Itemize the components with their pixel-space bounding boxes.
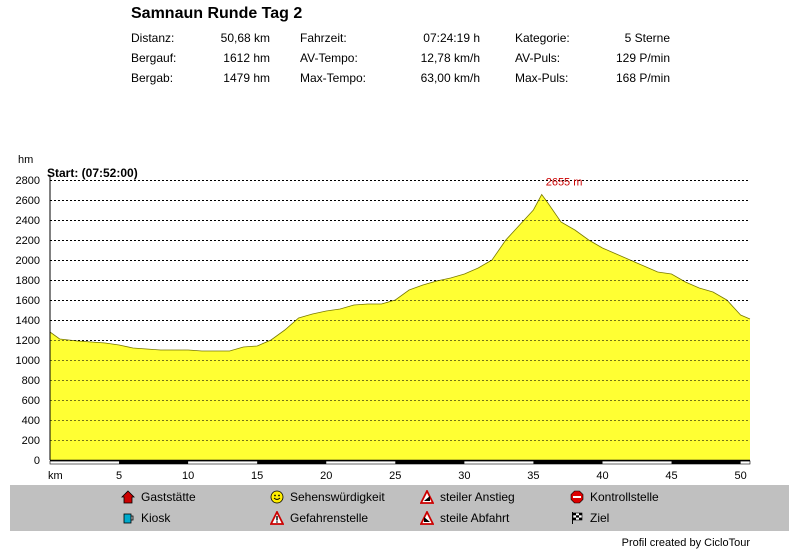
house-icon [121, 490, 135, 504]
credit-text: Profil created by CicloTour [621, 537, 750, 549]
legend-label: steile Abfahrt [440, 511, 510, 525]
elevation-line [49, 193, 751, 352]
y-tick-label: 2400 [16, 215, 40, 227]
legend-item-gefahrenstelle: Gefahrenstelle [270, 510, 368, 526]
legend-label: Sehenswürdigkeit [290, 490, 385, 504]
x-tick-label: 50 [734, 470, 746, 482]
stat-value-max-puls: 168 P/min [615, 71, 670, 85]
axes [49, 175, 751, 465]
x-tick-label: 10 [182, 470, 194, 482]
y-tick-label: 2800 [16, 175, 40, 187]
x-axis-stripe [119, 461, 189, 464]
stat-label-kategorie: Kategorie: [515, 31, 570, 45]
stat-value-max-tempo: 63,00 km/h [420, 71, 480, 85]
legend-label: Ziel [590, 511, 610, 525]
max-elevation-label: 2655 m [546, 177, 583, 189]
x-tick-label: 25 [389, 470, 401, 482]
y-tick-label: 600 [22, 395, 40, 407]
x-axis-stripe [395, 461, 465, 464]
stat-label-distanz: Distanz: [131, 31, 175, 45]
legend-item-steile-abfahrt: steile Abfahrt [420, 510, 509, 526]
cup-icon [123, 513, 134, 524]
stat-label-max-tempo: Max-Tempo: [300, 71, 367, 85]
x-axis-stripe [257, 461, 327, 464]
y-tick-label: 1000 [16, 355, 40, 367]
legend-item-kontrollstelle: Kontrollstelle [570, 489, 659, 505]
stat-value-fahrzeit: 07:24:19 h [423, 31, 480, 45]
y-tick-label: 1200 [16, 335, 40, 347]
y-tick-label: 1600 [16, 295, 40, 307]
stat-value-av-tempo: 12,78 km/h [420, 51, 480, 65]
stat-value-av-puls: 129 P/min [615, 51, 670, 65]
start-label: Start: (07:52:00) [47, 166, 138, 180]
stat-label-max-puls: Max-Puls: [515, 71, 569, 85]
x-axis-stripe [533, 461, 603, 464]
stat-label-fahrzeit: Fahrzeit: [300, 31, 347, 45]
stat-value-bergab: 1479 hm [223, 71, 270, 85]
legend-label: Kontrollstelle [590, 490, 659, 504]
x-tick-label: 30 [458, 470, 470, 482]
smiley-icon [270, 490, 284, 504]
x-tick-label: 15 [251, 470, 263, 482]
stat-value-bergauf: 1612 hm [223, 51, 270, 65]
stop-icon [570, 490, 584, 504]
legend-item-kiosk: Kiosk [121, 510, 170, 526]
legend-item-ziel: Ziel [570, 510, 609, 526]
y-tick-label: 200 [22, 435, 40, 447]
x-tick-label: 35 [527, 470, 539, 482]
legend: Gaststätte Kiosk Sehenswürdigkeit Gefahr… [10, 485, 789, 531]
y-tick-label: 800 [22, 375, 40, 387]
legend-item-sehenswuerdigkeit: Sehenswürdigkeit [270, 489, 385, 505]
legend-label: steiler Anstieg [440, 490, 515, 504]
x-axis-band [49, 460, 751, 465]
stat-label-av-puls: AV-Puls: [515, 51, 561, 65]
y-tick-label: 1800 [16, 275, 40, 287]
legend-label: Gaststätte [141, 490, 196, 504]
steep-descent-icon [420, 511, 434, 525]
checkered-flag-icon [572, 512, 583, 524]
legend-item-steiler-anstieg: steiler Anstieg [420, 489, 515, 505]
legend-label: Kiosk [141, 511, 171, 525]
y-tick-label: 0 [34, 455, 40, 467]
x-tick-label: 40 [596, 470, 608, 482]
y-tick-label: 2000 [16, 255, 40, 267]
x-tick-label: 45 [665, 470, 677, 482]
steep-climb-icon [420, 490, 434, 504]
y-tick-label: 1400 [16, 315, 40, 327]
x-axis-label: km [48, 470, 63, 482]
y-tick-labels: 0 200 400 600 800 1000 1200 1400 1600 1800 2000 220… [16, 175, 40, 467]
stat-label-av-tempo: AV-Tempo: [300, 51, 358, 65]
y-tick-label: 2600 [16, 195, 40, 207]
stat-value-distanz: 50,68 km [220, 31, 270, 45]
stat-value-kategorie: 5 Sterne [624, 31, 670, 45]
x-axis-stripe [671, 461, 741, 464]
y-axis-label: hm [18, 154, 33, 166]
x-tick-label: 20 [320, 470, 332, 482]
warning-icon [270, 511, 284, 525]
stat-label-bergauf: Bergauf: [131, 51, 177, 65]
x-tick-labels: 5 10 15 20 25 30 35 40 45 50 [116, 470, 747, 482]
x-tick-label: 5 [116, 470, 122, 482]
legend-item-gaststaette: Gaststätte [121, 489, 196, 505]
y-tick-label: 2200 [16, 235, 40, 247]
legend-label: Gefahrenstelle [290, 511, 369, 525]
chart-title: Samnaun Runde Tag 2 [131, 5, 303, 22]
y-tick-label: 400 [22, 415, 40, 427]
stat-label-bergab: Bergab: [131, 71, 174, 85]
